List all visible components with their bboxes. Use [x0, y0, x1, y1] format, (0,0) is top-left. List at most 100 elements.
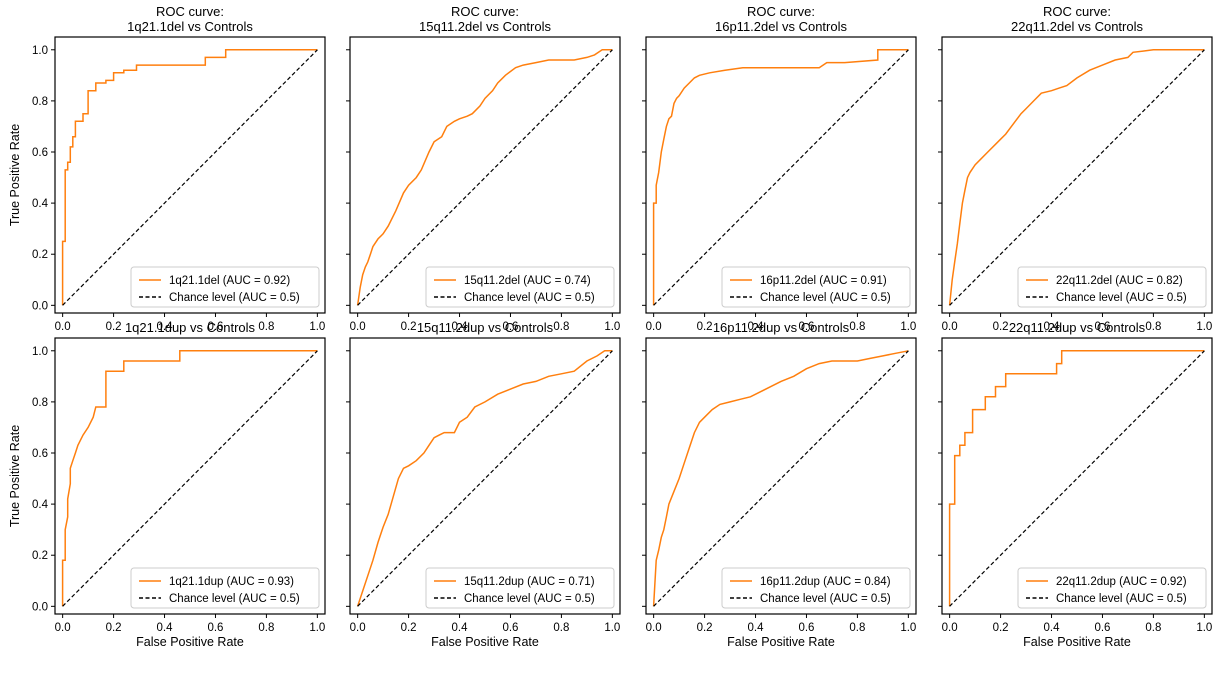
panel-title: ROC curve: [451, 4, 519, 19]
y-tick-label: 1.0 [32, 346, 48, 358]
x-tick-label: 1.0 [309, 622, 325, 634]
x-tick-label: 0.6 [207, 622, 223, 634]
legend-entry: Chance level (AUC = 0.5) [169, 593, 300, 605]
legend-entry: 16p11.2dup (AUC = 0.84) [760, 576, 891, 588]
plot-frame [645, 337, 917, 615]
x-tick-label: 0.2 [401, 321, 417, 333]
x-tick-label: 0.0 [646, 321, 662, 333]
y-axis-label: True Positive Rate [8, 425, 22, 527]
plot-frame [349, 337, 621, 615]
x-tick-label: 0.8 [1145, 622, 1161, 634]
x-tick-label: 0.4 [157, 622, 174, 634]
legend-box [425, 266, 615, 308]
panel-title: 22q11.2dup vs Controls [1009, 320, 1146, 335]
panel-title: 15q11.2dup vs Controls [417, 320, 554, 335]
x-tick-label: 1.0 [900, 321, 916, 333]
legend-box [1017, 266, 1207, 308]
x-axis-label: False Positive Rate [136, 635, 244, 649]
y-tick-label: 0.8 [32, 397, 48, 409]
x-tick-label: 0.0 [55, 321, 71, 333]
x-tick-label: 1.0 [309, 321, 325, 333]
x-tick-label: 0.4 [452, 321, 469, 333]
roc-panel-7: 16p11.2dup vs Controls 0.0 0.2 0.4 0.6 0.8 1.0… [642, 320, 917, 649]
legend-entry: Chance level (AUC = 0.5) [464, 593, 595, 605]
legend-entry: Chance level (AUC = 0.5) [760, 593, 891, 605]
y-tick-label: 0.8 [32, 96, 48, 108]
roc-curve [652, 49, 909, 306]
plot-frame [349, 36, 621, 314]
legend-box [721, 567, 911, 609]
legend-entry: Chance level (AUC = 0.5) [1056, 292, 1187, 304]
y-tick-label: 0.4 [32, 499, 49, 511]
plot-frame [54, 36, 326, 314]
roc-curve [61, 350, 318, 607]
panel-title: 16p11.2del vs Controls [715, 19, 848, 34]
legend-entry: 1q21.1del (AUC = 0.92) [169, 275, 290, 287]
x-tick-label: 0.8 [553, 321, 569, 333]
legend-entry: Chance level (AUC = 0.5) [1056, 593, 1187, 605]
x-tick-label: 0.2 [401, 622, 417, 634]
plot-frame [645, 36, 917, 314]
legend-entry: Chance level (AUC = 0.5) [464, 292, 595, 304]
y-tick-label: 0.2 [32, 550, 48, 562]
panel-title: 22q11.2del vs Controls [1011, 19, 1144, 34]
legend-entry: 22q11.2del (AUC = 0.82) [1056, 275, 1183, 287]
y-tick-label: 1.0 [32, 45, 48, 57]
y-tick-label: 0.2 [32, 249, 48, 261]
legend-box [425, 567, 615, 609]
x-tick-label: 0.4 [748, 321, 765, 333]
legend-entry: 15q11.2del (AUC = 0.74) [464, 275, 591, 287]
panel-title: ROC curve: [156, 4, 224, 19]
x-tick-label: 0.8 [553, 622, 569, 634]
chance-line [949, 350, 1205, 607]
legend-box [130, 567, 320, 609]
x-tick-label: 0.6 [798, 622, 814, 634]
legend-entry: Chance level (AUC = 0.5) [760, 292, 891, 304]
x-axis-label: False Positive Rate [431, 635, 539, 649]
roc-curve [948, 350, 1205, 607]
chance-line [653, 49, 909, 306]
roc-curve [356, 350, 613, 607]
plot-frame [941, 36, 1213, 314]
x-tick-label: 0.6 [798, 321, 814, 333]
legend-entry: 15q11.2dup (AUC = 0.71) [464, 576, 595, 588]
x-tick-label: 0.0 [942, 622, 958, 634]
x-axis-label: False Positive Rate [1023, 635, 1131, 649]
y-tick-label: 0.0 [32, 300, 48, 312]
x-tick-label: 0.6 [207, 321, 223, 333]
x-axis-label: False Positive Rate [727, 635, 835, 649]
y-axis-label: True Positive Rate [8, 124, 22, 226]
roc-panel-1: ROC curve:1q21.1del vs Controls 0.0 0.2 0.4… [8, 4, 326, 333]
chance-line [949, 49, 1205, 306]
x-tick-label: 0.2 [697, 321, 713, 333]
panel-title: ROC curve: [747, 4, 815, 19]
x-tick-label: 0.6 [502, 622, 518, 634]
roc-panel-6: 15q11.2dup vs Controls 0.0 0.2 0.4 0.6 0.8 1.0… [346, 320, 621, 649]
x-tick-label: 0.0 [646, 622, 662, 634]
x-tick-label: 0.2 [993, 321, 1009, 333]
chance-line [62, 350, 318, 607]
legend-entry: Chance level (AUC = 0.5) [169, 292, 300, 304]
plot-frame [54, 337, 326, 615]
x-tick-label: 0.2 [697, 622, 713, 634]
x-tick-label: 0.0 [350, 622, 366, 634]
roc-panel-8: 22q11.2dup vs Controls 0.0 0.2 0.4 0.6 0.8 1.0… [938, 320, 1213, 649]
chance-line [357, 350, 613, 607]
x-tick-label: 0.6 [1094, 321, 1110, 333]
x-tick-label: 0.4 [1044, 622, 1061, 634]
legend-box [1017, 567, 1207, 609]
panel-title: 1q21.1del vs Controls [127, 19, 253, 34]
y-tick-label: 0.4 [32, 198, 49, 210]
chance-line [357, 49, 613, 306]
x-tick-label: 1.0 [604, 622, 620, 634]
roc-panel-4: ROC curve:22q11.2del vs Controls 0.0 0.2 0.… [938, 4, 1213, 333]
x-tick-label: 0.4 [157, 321, 174, 333]
panel-title: 1q21.1dup vs Controls [125, 320, 256, 335]
roc-panel-5: 1q21.1dup vs Controls 0.0 0.2 0.4 0.6 0.8 1.0 0… [8, 320, 326, 649]
x-tick-label: 0.8 [849, 321, 865, 333]
panel-title: 16p11.2dup vs Controls [713, 320, 850, 335]
x-tick-label: 0.4 [452, 622, 469, 634]
chance-line [62, 49, 318, 306]
x-tick-label: 0.8 [258, 321, 274, 333]
